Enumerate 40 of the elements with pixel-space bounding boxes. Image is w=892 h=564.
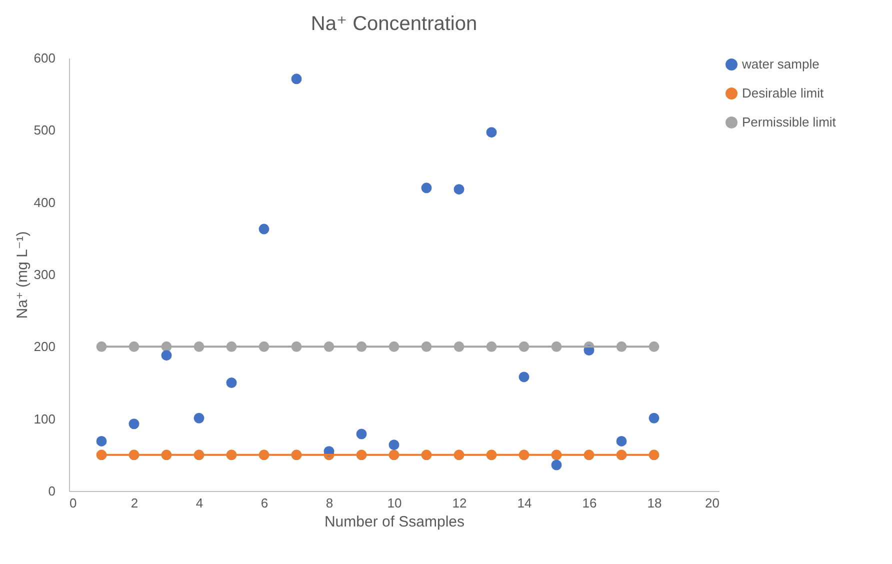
point	[96, 436, 107, 446]
y-tick-label: 100	[34, 411, 56, 426]
y-tick-label: 500	[34, 122, 56, 138]
x-tick-label: 2	[130, 496, 138, 510]
y-tick-label: 400	[34, 194, 56, 210]
point	[388, 440, 400, 450]
point	[161, 350, 172, 361]
point	[648, 412, 660, 424]
legend-label: Desirable limit	[742, 86, 824, 100]
y-tick-label: 600	[34, 50, 56, 66]
point	[226, 378, 237, 388]
x-tick-label: 8	[326, 496, 334, 510]
x-axis-title: Number of Ssamples	[324, 514, 465, 530]
x-tick-label: 16	[582, 496, 597, 510]
x-tick-label: 0	[70, 496, 77, 510]
point	[421, 182, 432, 194]
x-tick-label: 14	[517, 496, 532, 510]
y-tick-label: 300	[34, 267, 56, 282]
x-tick-label: 4	[196, 496, 204, 510]
point	[291, 74, 302, 84]
legend-label: water sample	[741, 56, 820, 72]
point	[128, 418, 140, 430]
point	[616, 436, 627, 446]
point	[454, 184, 464, 195]
chart-title: Na⁺ Concentration	[310, 13, 478, 35]
x-tick-label: 12	[452, 496, 467, 510]
point	[194, 412, 204, 424]
legend-label: Permissible limit	[742, 114, 836, 130]
point	[518, 372, 530, 382]
point	[356, 428, 367, 440]
x-tick-label: 20	[705, 496, 720, 510]
y-tick-label: 200	[34, 339, 56, 354]
y-tick-label: 0	[48, 484, 56, 498]
point	[486, 127, 497, 138]
point	[258, 224, 270, 234]
y-axis-title: Na⁺ (mg L⁻¹)	[14, 231, 31, 319]
x-tick-label: 18	[647, 496, 662, 510]
x-tick-label: 6	[260, 496, 268, 510]
x-tick-label: 10	[387, 496, 402, 510]
point	[551, 460, 562, 470]
